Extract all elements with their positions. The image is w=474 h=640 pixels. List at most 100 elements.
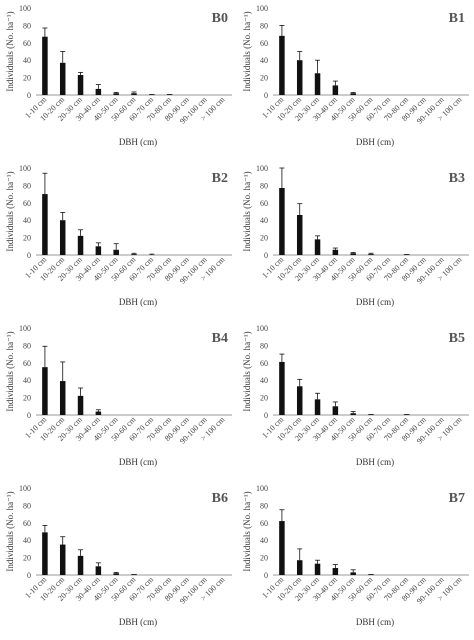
- error-bar: [113, 91, 119, 94]
- y-axis-label: Individuals (No. ha⁻¹): [242, 491, 252, 571]
- y-tick-label: 100: [19, 484, 31, 493]
- y-tick-label: 20: [260, 74, 268, 83]
- error-bar: [350, 251, 356, 254]
- y-tick-label: 0: [27, 251, 31, 260]
- y-tick-label: 20: [23, 554, 31, 563]
- panel-title: B3: [449, 171, 465, 186]
- bar: [279, 188, 285, 255]
- bar: [279, 361, 285, 415]
- bar: [59, 544, 66, 575]
- y-tick-label: 40: [23, 376, 31, 385]
- bar: [95, 246, 102, 255]
- chart-panel: 0 20 40 60 80 100 1-10 cm 10-20 cm 20-30 cm 30-40…: [237, 160, 474, 320]
- bar: [332, 406, 339, 415]
- x-axis-label: DBH (cm): [119, 457, 157, 467]
- x-axis-label: DBH (cm): [119, 297, 157, 307]
- error-bar: [95, 84, 101, 89]
- y-tick-label: 20: [23, 394, 31, 403]
- error-bar: [78, 229, 84, 236]
- error-bar: [279, 353, 285, 362]
- error-bar: [149, 253, 155, 255]
- y-tick-label: 80: [260, 341, 268, 350]
- y-tick-label: 40: [23, 536, 31, 545]
- bar: [113, 93, 119, 95]
- y-tick-label: 20: [260, 554, 268, 563]
- y-tick-label: 40: [23, 56, 31, 65]
- y-tick-label: 100: [19, 324, 31, 333]
- bar: [95, 566, 102, 575]
- bar: [149, 94, 155, 95]
- y-tick-label: 60: [23, 359, 31, 368]
- y-tick-label: 80: [23, 501, 31, 510]
- error-bar: [297, 378, 303, 387]
- error-bar: [131, 91, 137, 94]
- y-tick-label: 60: [260, 199, 268, 208]
- error-bar: [113, 243, 119, 250]
- error-bar: [60, 361, 66, 382]
- error-bar: [332, 247, 338, 250]
- y-tick-label: 0: [27, 571, 31, 580]
- bar: [42, 36, 48, 95]
- chart-panel: 0 20 40 60 80 100 1-10 cm 10-20 cm 20-30 cm 30-40…: [0, 480, 237, 640]
- bar: [350, 413, 356, 415]
- y-axis-label: Individuals (No. ha⁻¹): [242, 331, 252, 411]
- error-bar: [297, 548, 303, 561]
- x-axis-label: DBH (cm): [119, 617, 157, 627]
- panel-title: B7: [449, 491, 465, 506]
- x-axis-label: DBH (cm): [356, 457, 394, 467]
- bar: [95, 88, 102, 95]
- bar: [42, 367, 48, 415]
- y-tick-label: 80: [260, 181, 268, 190]
- y-tick-label: 20: [260, 234, 268, 243]
- error-bar: [315, 59, 321, 74]
- bar: [332, 568, 339, 575]
- panel-title: B1: [449, 11, 465, 26]
- error-bar: [60, 211, 66, 221]
- panel-title: B6: [212, 491, 228, 506]
- bar: [350, 93, 356, 95]
- error-bar: [42, 525, 48, 533]
- chart-panel: 0 20 40 60 80 100 1-10 cm 10-20 cm 20-30 cm 30-40…: [237, 480, 474, 640]
- bar: [314, 563, 321, 575]
- y-tick-label: 40: [260, 536, 268, 545]
- chart-panel: 0 20 40 60 80 100 1-10 cm 10-20 cm 20-30 cm 30-40…: [0, 320, 237, 480]
- error-bar: [279, 24, 285, 36]
- bar: [403, 254, 410, 255]
- error-bar: [78, 387, 84, 396]
- y-tick-label: 40: [260, 56, 268, 65]
- bar: [77, 395, 84, 415]
- y-axis-label: Individuals (No. ha⁻¹): [5, 171, 15, 251]
- bar: [314, 73, 321, 95]
- bar: [350, 572, 356, 575]
- chart-panel: 0 20 40 60 80 100 1-10 cm 10-20 cm 20-30 cm 30-40…: [237, 0, 474, 160]
- error-bar: [332, 80, 338, 86]
- bar: [113, 573, 119, 575]
- error-bar: [315, 235, 321, 240]
- error-bar: [279, 509, 285, 522]
- y-tick-label: 60: [260, 39, 268, 48]
- y-tick-label: 100: [19, 164, 31, 173]
- chart-panel: 0 20 40 60 80 100 1-10 cm 10-20 cm 20-30 cm 30-40…: [237, 320, 474, 480]
- y-axis-label: Individuals (No. ha⁻¹): [5, 11, 15, 91]
- bar: [42, 194, 48, 255]
- y-tick-label: 100: [256, 324, 268, 333]
- y-tick-label: 100: [256, 4, 268, 13]
- error-bar: [332, 401, 338, 407]
- error-bar: [350, 91, 356, 94]
- chart-panel: 0 20 40 60 80 100 1-10 cm 10-20 cm 20-30 cm 30-40…: [0, 0, 237, 160]
- y-tick-label: 40: [260, 376, 268, 385]
- error-bar: [78, 549, 84, 556]
- bar: [279, 521, 285, 575]
- error-bar: [78, 71, 84, 75]
- y-tick-label: 60: [260, 519, 268, 528]
- y-tick-label: 60: [23, 199, 31, 208]
- y-tick-label: 0: [27, 411, 31, 420]
- panel-title: B2: [212, 171, 228, 186]
- y-tick-label: 80: [23, 181, 31, 190]
- bar: [296, 386, 303, 415]
- x-axis-label: DBH (cm): [356, 617, 394, 627]
